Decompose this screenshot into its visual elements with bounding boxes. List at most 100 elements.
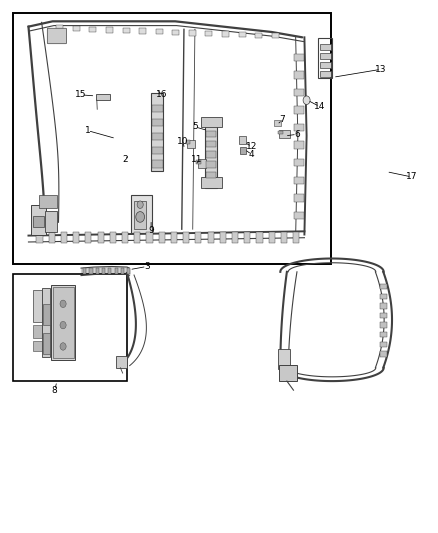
Bar xyxy=(294,212,304,219)
Bar xyxy=(134,201,146,229)
Bar xyxy=(102,268,105,274)
Text: 8: 8 xyxy=(52,386,58,394)
Bar xyxy=(159,232,165,243)
Bar xyxy=(255,33,262,38)
Bar xyxy=(73,26,80,31)
Circle shape xyxy=(137,201,143,208)
Bar xyxy=(110,232,116,243)
Bar xyxy=(240,147,246,154)
Bar xyxy=(380,351,387,357)
Bar xyxy=(122,232,128,243)
Bar xyxy=(206,161,216,168)
Bar xyxy=(380,322,387,328)
Bar xyxy=(198,159,206,168)
Bar xyxy=(121,268,124,274)
Bar xyxy=(42,288,50,357)
Bar xyxy=(380,284,387,289)
Bar xyxy=(380,294,387,299)
Bar xyxy=(96,268,99,274)
Text: 6: 6 xyxy=(294,130,300,139)
Bar xyxy=(39,195,57,208)
Bar xyxy=(36,232,42,243)
Bar xyxy=(294,141,304,149)
Bar xyxy=(222,31,229,37)
Bar xyxy=(205,120,217,188)
Bar xyxy=(206,131,216,137)
Bar xyxy=(96,94,110,100)
Text: 15: 15 xyxy=(75,91,87,99)
Bar xyxy=(31,205,46,235)
Circle shape xyxy=(303,96,310,104)
Bar xyxy=(320,62,331,68)
Text: 11: 11 xyxy=(191,156,202,164)
Bar xyxy=(13,13,331,264)
Bar xyxy=(98,232,104,243)
Bar xyxy=(294,194,304,201)
Bar xyxy=(318,38,332,78)
Bar xyxy=(232,232,238,243)
Bar xyxy=(274,120,281,126)
Bar xyxy=(239,32,246,37)
Text: 2: 2 xyxy=(122,156,127,164)
Bar xyxy=(380,332,387,337)
Bar xyxy=(45,211,57,232)
Bar xyxy=(152,160,163,168)
Bar xyxy=(151,93,163,171)
Bar xyxy=(73,232,79,243)
Bar xyxy=(156,29,163,34)
Text: 5: 5 xyxy=(192,123,198,131)
Bar xyxy=(189,30,196,36)
Bar xyxy=(56,26,64,31)
Circle shape xyxy=(60,343,66,350)
Bar xyxy=(127,268,130,274)
Bar xyxy=(206,141,216,147)
Bar xyxy=(272,33,279,38)
Bar xyxy=(380,313,387,318)
Bar xyxy=(33,216,44,227)
Text: 12: 12 xyxy=(246,142,258,151)
Circle shape xyxy=(136,212,145,222)
Bar xyxy=(201,117,222,127)
Bar xyxy=(146,232,152,243)
Bar xyxy=(152,119,163,126)
Bar xyxy=(152,147,163,154)
Bar xyxy=(294,124,304,132)
Bar xyxy=(278,349,290,369)
Bar xyxy=(320,71,331,77)
Bar xyxy=(205,31,212,36)
Text: 7: 7 xyxy=(279,116,286,124)
Bar xyxy=(380,303,387,309)
Bar xyxy=(43,333,50,354)
Text: 4: 4 xyxy=(249,150,254,159)
Text: 9: 9 xyxy=(148,226,154,235)
Bar xyxy=(183,232,189,243)
Bar xyxy=(152,105,163,112)
Bar xyxy=(196,160,201,164)
Bar xyxy=(152,133,163,140)
Bar xyxy=(206,172,216,178)
Bar xyxy=(108,268,111,274)
Bar xyxy=(123,28,130,33)
Bar xyxy=(294,89,304,96)
Bar xyxy=(201,177,222,188)
Bar xyxy=(294,159,304,166)
Bar xyxy=(279,365,297,381)
Bar xyxy=(187,140,195,148)
Bar xyxy=(294,54,304,61)
Bar xyxy=(172,30,179,35)
Bar xyxy=(13,274,127,381)
Bar xyxy=(281,232,287,243)
Bar xyxy=(244,232,250,243)
Bar xyxy=(51,285,75,360)
Bar xyxy=(186,140,190,144)
Bar xyxy=(220,232,226,243)
Text: 16: 16 xyxy=(156,91,168,99)
Bar xyxy=(320,53,331,59)
Text: 3: 3 xyxy=(144,262,150,271)
Bar xyxy=(131,195,152,233)
Text: 17: 17 xyxy=(406,173,417,181)
Bar xyxy=(89,268,92,274)
Bar xyxy=(208,232,214,243)
FancyBboxPatch shape xyxy=(47,28,67,44)
Bar xyxy=(53,287,74,358)
